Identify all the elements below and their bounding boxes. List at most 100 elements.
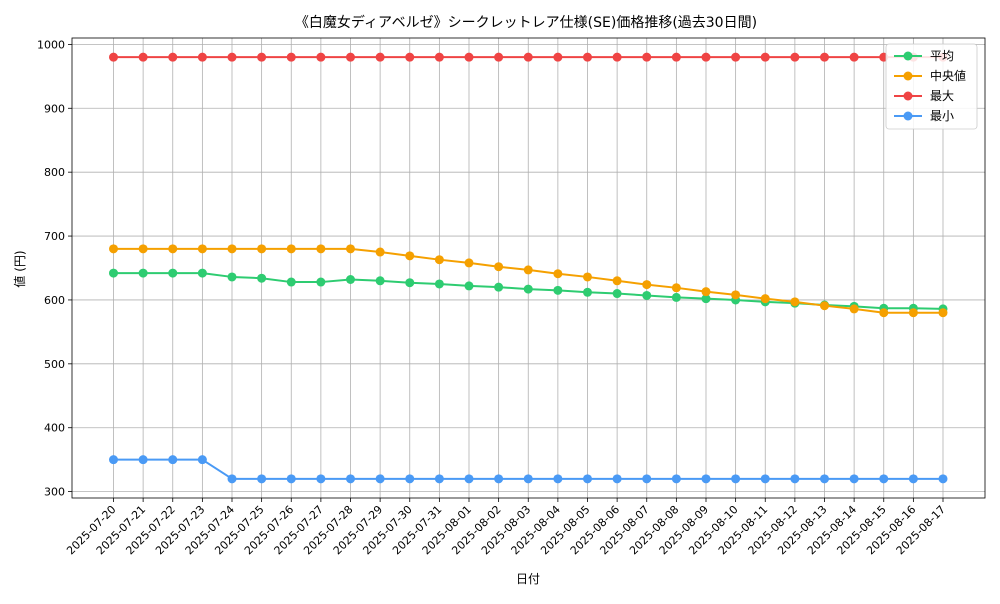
data-point	[612, 289, 622, 299]
data-point	[168, 268, 178, 278]
data-point	[109, 52, 118, 62]
data-point	[138, 52, 148, 62]
data-point	[197, 52, 207, 62]
data-point	[316, 52, 326, 62]
data-point	[523, 265, 533, 275]
data-point	[671, 474, 681, 484]
y-axis-ticks: 300 400 500 600 700 800 900 1000	[37, 38, 72, 499]
data-point	[316, 277, 326, 287]
data-point	[523, 284, 533, 294]
y-tick-label: 1000	[37, 38, 65, 51]
y-tick-label: 700	[44, 230, 65, 243]
data-point	[168, 455, 178, 465]
y-tick-label: 800	[44, 166, 65, 179]
series-group	[109, 52, 948, 484]
legend-item: 中央値	[894, 68, 966, 83]
data-point	[109, 455, 118, 465]
data-point	[464, 258, 474, 268]
legend-label: 最小	[930, 109, 954, 123]
data-point	[257, 52, 267, 62]
data-point	[553, 269, 563, 279]
data-point	[523, 474, 533, 484]
data-point	[138, 268, 148, 278]
data-point	[257, 244, 267, 254]
data-point	[790, 474, 800, 484]
data-point	[820, 474, 829, 484]
y-tick: 600	[44, 294, 72, 307]
grid-lines	[72, 38, 985, 498]
data-point	[405, 474, 415, 484]
y-tick-label: 600	[44, 294, 65, 307]
series-3	[109, 455, 948, 484]
data-point	[583, 287, 592, 297]
data-point	[583, 474, 592, 484]
series-1	[109, 244, 948, 318]
data-point	[197, 455, 207, 465]
chart-title: 《白魔女ディアベルゼ》シークレットレア仕様(SE)価格推移(過去30日間)	[295, 14, 757, 31]
data-point	[849, 304, 859, 314]
legend-item: 平均	[894, 49, 954, 63]
data-point	[434, 52, 444, 62]
data-point	[760, 474, 770, 484]
data-point	[434, 255, 444, 265]
data-point	[375, 474, 385, 484]
data-point	[612, 52, 622, 62]
data-point	[612, 276, 622, 286]
y-tick-label: 300	[44, 486, 65, 499]
y-tick: 900	[44, 102, 72, 115]
data-point	[731, 290, 741, 300]
data-point	[790, 297, 800, 307]
data-point	[642, 474, 652, 484]
data-point	[227, 272, 237, 282]
legend-item: 最大	[894, 89, 954, 103]
data-point	[286, 52, 296, 62]
data-point	[257, 273, 267, 283]
data-point	[197, 244, 207, 254]
data-point	[583, 52, 592, 62]
data-point	[760, 294, 770, 304]
data-point	[938, 474, 948, 484]
data-point	[908, 474, 918, 484]
x-axis-ticks: 2025-07-202025-07-212025-07-222025-07-23…	[64, 498, 948, 557]
y-tick-label: 500	[44, 358, 65, 371]
y-tick-label: 400	[44, 422, 65, 435]
data-point	[464, 474, 474, 484]
data-point	[849, 52, 859, 62]
data-point	[849, 474, 859, 484]
y-tick: 800	[44, 166, 72, 179]
data-point	[701, 287, 711, 297]
data-point	[790, 52, 800, 62]
data-point	[316, 474, 326, 484]
data-point	[375, 276, 385, 286]
data-point	[168, 244, 178, 254]
data-point	[286, 277, 296, 287]
data-point	[731, 474, 741, 484]
data-point	[701, 474, 711, 484]
data-point	[197, 268, 207, 278]
data-point	[583, 272, 592, 282]
y-tick: 400	[44, 422, 72, 435]
data-point	[227, 474, 237, 484]
data-point	[701, 294, 711, 304]
legend-item: 最小	[894, 109, 954, 123]
data-point	[523, 52, 533, 62]
legend-marker	[903, 51, 913, 61]
data-point	[494, 282, 504, 292]
data-point	[138, 244, 148, 254]
data-point	[553, 52, 563, 62]
data-point	[405, 251, 415, 261]
data-point	[109, 244, 118, 254]
data-point	[405, 52, 415, 62]
y-tick: 300	[44, 486, 72, 499]
x-axis-label: 日付	[516, 572, 540, 586]
data-point	[642, 290, 652, 300]
data-point	[109, 268, 118, 278]
data-point	[227, 244, 237, 254]
data-point	[227, 52, 237, 62]
data-point	[434, 474, 444, 484]
data-point	[168, 52, 178, 62]
y-tick: 1000	[37, 38, 72, 51]
y-tick: 700	[44, 230, 72, 243]
